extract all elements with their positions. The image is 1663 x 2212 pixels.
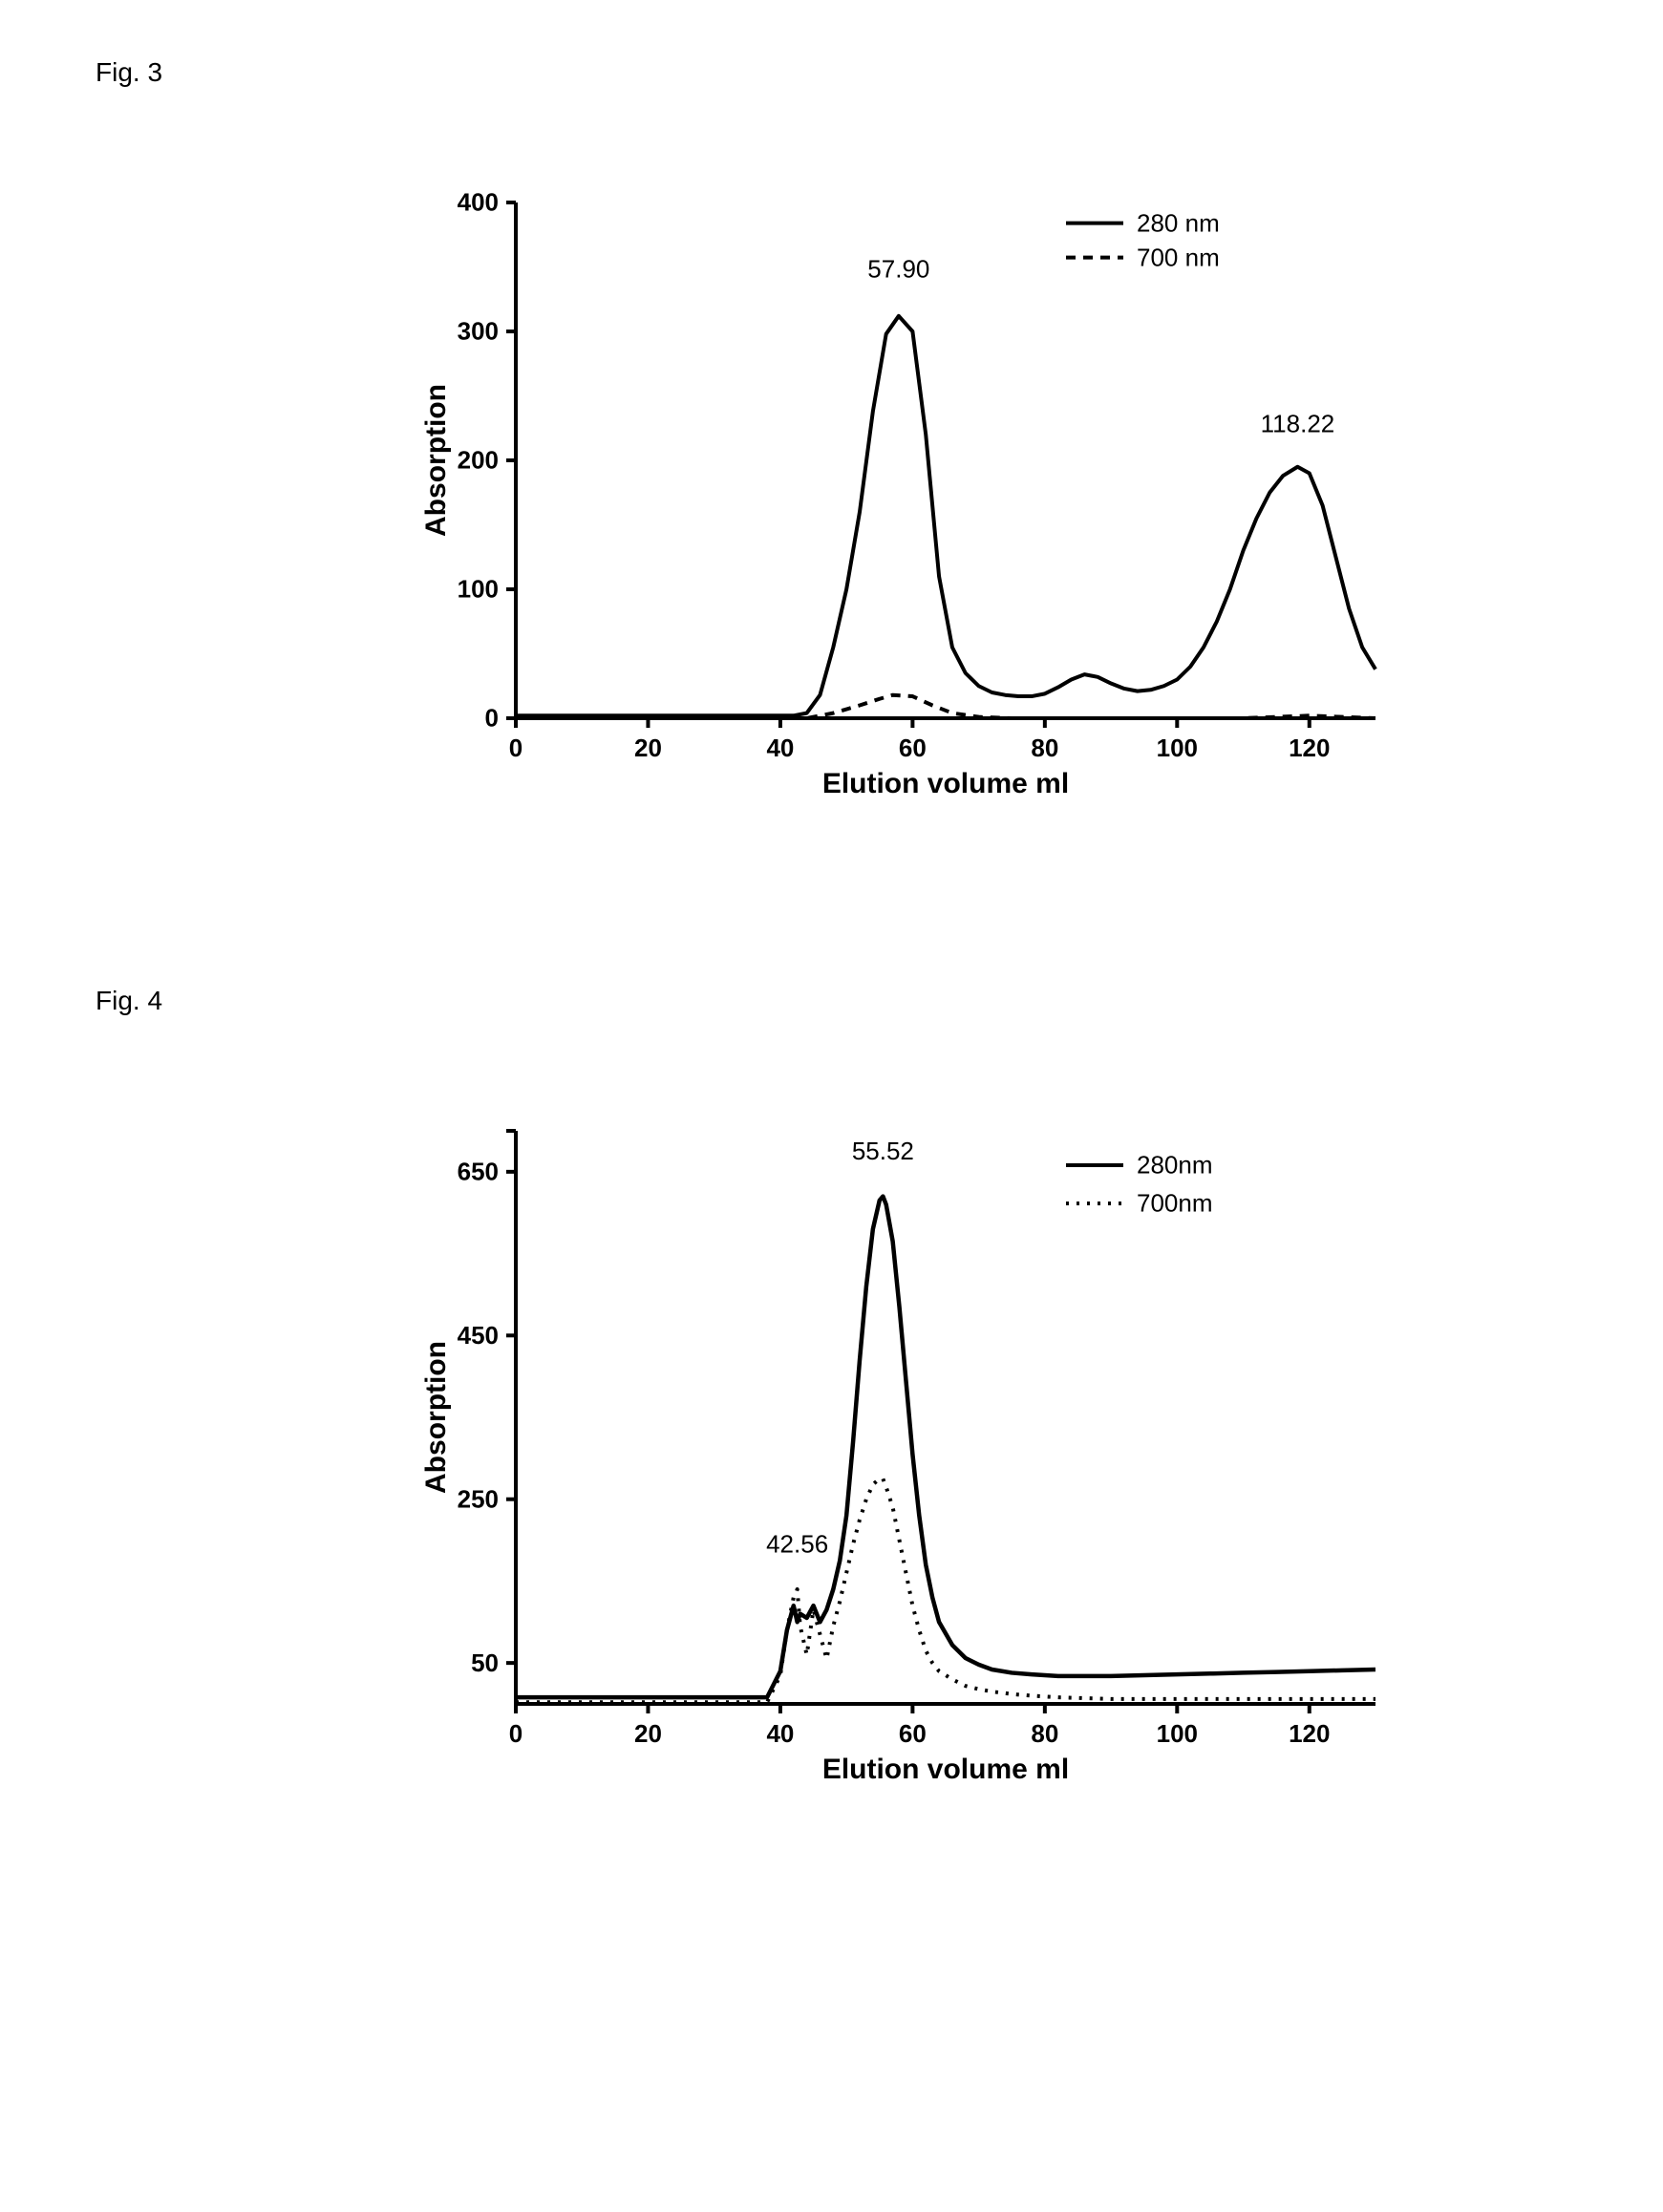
- peak-annotation: 57.90: [867, 254, 929, 283]
- y-tick-label: 200: [458, 446, 499, 475]
- chart-container: 0 20 40 60 80 100 120 0 100 200 300 400 Elution volu…: [401, 164, 1606, 814]
- y-tick-label: 50: [471, 1648, 499, 1677]
- x-tick-label: 20: [634, 734, 662, 762]
- peak-annotation: 42.56: [766, 1529, 828, 1558]
- x-tick-label: 0: [509, 734, 522, 762]
- y-axis-label: Absorption: [420, 384, 452, 537]
- x-tick-label: 120: [1289, 1719, 1330, 1748]
- legend-label: 700nm: [1137, 1189, 1213, 1218]
- series-line-700nm: [516, 1478, 1375, 1702]
- figure-block: Fig. 4 0 20 40 60 80 100 120 50 250 450 650 Elution …: [57, 986, 1606, 1799]
- legend-label: 280 nm: [1137, 208, 1220, 237]
- y-axis-label: Absorption: [420, 1341, 452, 1494]
- peak-annotation: 118.22: [1261, 409, 1335, 437]
- figure-block: Fig. 3 0 20 40 60 80 100 120 0 100 200 300 400 Elutio…: [57, 57, 1606, 814]
- series-line-280nm: [516, 1197, 1375, 1698]
- x-tick-label: 60: [899, 734, 927, 762]
- x-tick-label: 120: [1289, 734, 1330, 762]
- legend-label: 700 nm: [1137, 243, 1220, 271]
- y-tick-label: 450: [458, 1321, 499, 1350]
- x-tick-label: 60: [899, 1719, 927, 1748]
- y-tick-label: 0: [485, 704, 499, 733]
- x-tick-label: 100: [1157, 734, 1198, 762]
- y-tick-label: 100: [458, 575, 499, 604]
- x-tick-label: 20: [634, 1719, 662, 1748]
- x-tick-label: 0: [509, 1719, 522, 1748]
- x-tick-label: 100: [1157, 1719, 1198, 1748]
- x-tick-label: 80: [1031, 734, 1058, 762]
- x-axis-label: Elution volume ml: [822, 768, 1069, 799]
- series-line-280 nm: [516, 316, 1375, 716]
- legend-label: 280nm: [1137, 1151, 1213, 1180]
- x-axis-label: Elution volume ml: [822, 1754, 1069, 1785]
- x-tick-label: 80: [1031, 1719, 1058, 1748]
- peak-annotation: 55.52: [852, 1137, 914, 1165]
- y-tick-label: 650: [458, 1158, 499, 1186]
- x-tick-label: 40: [766, 734, 794, 762]
- figure-label: Fig. 4: [96, 986, 1606, 1016]
- y-tick-label: 300: [458, 317, 499, 346]
- x-tick-label: 40: [766, 1719, 794, 1748]
- y-tick-label: 400: [458, 188, 499, 217]
- chart-container: 0 20 40 60 80 100 120 50 250 450 650 Elution volume…: [401, 1093, 1606, 1799]
- y-tick-label: 250: [458, 1484, 499, 1513]
- figure-label: Fig. 3: [96, 57, 1606, 88]
